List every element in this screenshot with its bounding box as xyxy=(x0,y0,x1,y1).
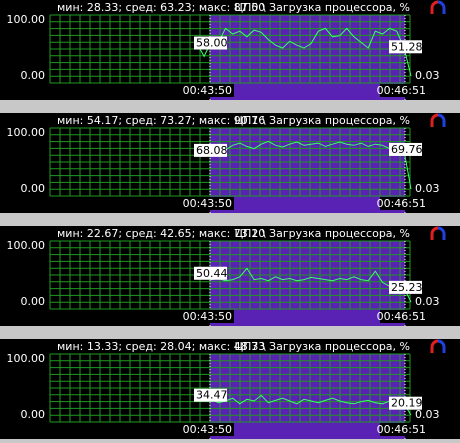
start-value: 68.08 xyxy=(196,144,228,157)
current-value: 0.03 xyxy=(415,182,440,195)
separator xyxy=(0,213,460,226)
panel: мин: 54.17; сред: 73.27; макс: 90.76ЦП1 … xyxy=(0,113,460,226)
stats: мин: 22.67; сред: 42.65; макс: 73.10 xyxy=(57,227,265,240)
time-bg xyxy=(186,84,234,97)
end-value: 69.76 xyxy=(391,143,423,156)
icon-red xyxy=(430,113,439,127)
icon-blue xyxy=(437,113,446,127)
start-value: 50.44 xyxy=(196,267,228,280)
icon-blue xyxy=(437,339,446,353)
time-end: 00:46:51 xyxy=(377,423,426,436)
time-start: 00:43:50 xyxy=(183,423,232,436)
stats: мин: 13.33; сред: 28.04; макс: 48.73 xyxy=(57,340,265,353)
panel: мин: 22.67; сред: 42.65; макс: 73.10ЦП2 … xyxy=(0,226,460,339)
icon-red xyxy=(430,226,439,240)
time-bg xyxy=(380,197,428,210)
graph-title: ЦП1 \ Загрузка процессора, % xyxy=(235,114,410,127)
time-end: 00:46:51 xyxy=(377,197,426,210)
stats: мин: 28.33; сред: 63.23; макс: 87.50 xyxy=(57,1,265,14)
time-bg xyxy=(380,84,428,97)
y-top-label: 100.00 xyxy=(7,13,46,26)
value-box xyxy=(194,388,227,402)
graph-title: ЦП2 \ Загрузка процессора, % xyxy=(235,227,410,240)
y-bottom-label: 0.00 xyxy=(21,69,46,82)
y-bottom-label: 0.00 xyxy=(21,295,46,308)
start-value: 58.00 xyxy=(196,37,228,50)
value-box xyxy=(389,40,422,54)
separator xyxy=(0,439,460,443)
time-bg xyxy=(186,197,234,210)
time-bg xyxy=(186,310,234,323)
separator xyxy=(0,326,460,339)
end-value: 25.23 xyxy=(391,281,423,294)
selection xyxy=(210,354,405,439)
trace-line xyxy=(196,140,412,190)
icon-blue xyxy=(437,226,446,240)
selection xyxy=(210,128,405,213)
value-box xyxy=(194,143,227,157)
y-top-label: 100.00 xyxy=(7,352,46,365)
trace-line xyxy=(196,27,412,77)
icon-blue xyxy=(437,0,446,14)
icon-red xyxy=(430,339,439,353)
value-box xyxy=(389,280,422,294)
separator xyxy=(0,100,460,113)
y-bottom-label: 0.00 xyxy=(21,408,46,421)
y-top-label: 100.00 xyxy=(7,239,46,252)
trace-line xyxy=(196,394,412,416)
time-bg xyxy=(380,310,428,323)
graph-title: ЦП3 \ Загрузка процессора, % xyxy=(235,340,410,353)
trace-line xyxy=(196,267,412,303)
time-end: 00:46:51 xyxy=(377,84,426,97)
value-box xyxy=(389,396,422,410)
start-value: 34.47 xyxy=(196,389,228,402)
time-bg xyxy=(186,423,234,436)
panel: мин: 28.33; сред: 63.23; макс: 87.50ЦП0 … xyxy=(0,0,460,113)
value-box xyxy=(194,266,227,280)
panel: мин: 13.33; сред: 28.04; макс: 48.73ЦП3 … xyxy=(0,339,460,443)
time-bg xyxy=(380,423,428,436)
time-start: 00:43:50 xyxy=(183,197,232,210)
end-value: 51.28 xyxy=(391,40,423,53)
y-bottom-label: 0.00 xyxy=(21,182,46,195)
icon-red xyxy=(430,0,439,14)
current-value: 0.03 xyxy=(415,295,440,308)
time-start: 00:43:50 xyxy=(183,310,232,323)
time-start: 00:43:50 xyxy=(183,84,232,97)
stats: мин: 54.17; сред: 73.27; макс: 90.76 xyxy=(57,114,265,127)
selection xyxy=(210,241,405,326)
current-value: 0.03 xyxy=(415,69,440,82)
selection xyxy=(210,15,405,100)
current-value: 0.03 xyxy=(415,408,440,421)
y-top-label: 100.00 xyxy=(7,126,46,139)
end-value: 20.19 xyxy=(391,397,423,410)
time-end: 00:46:51 xyxy=(377,310,426,323)
value-box xyxy=(389,142,422,156)
value-box xyxy=(194,36,227,50)
graph-title: ЦП0 \ Загрузка процессора, % xyxy=(235,1,410,14)
